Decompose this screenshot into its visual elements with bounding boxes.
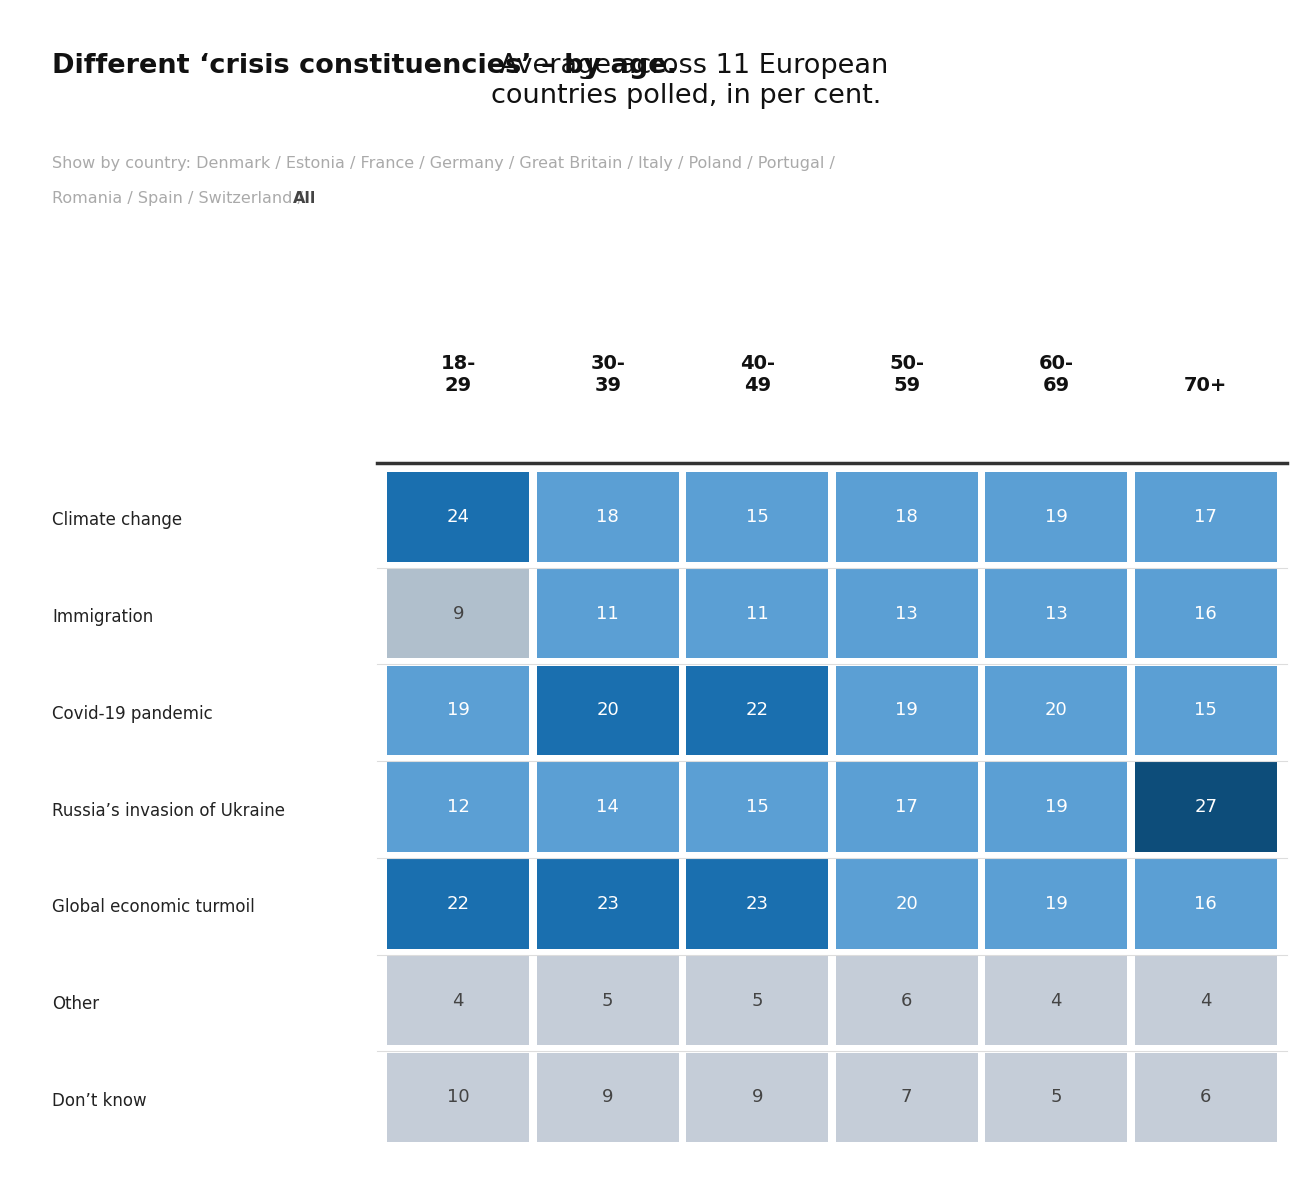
Text: 15: 15 bbox=[746, 507, 768, 526]
Text: 11: 11 bbox=[597, 604, 619, 623]
Text: 20: 20 bbox=[597, 701, 619, 720]
Text: 19: 19 bbox=[1045, 798, 1067, 817]
Text: 5: 5 bbox=[602, 991, 614, 1010]
Text: Russia’s invasion of Ukraine: Russia’s invasion of Ukraine bbox=[52, 801, 285, 820]
Text: 18: 18 bbox=[597, 507, 619, 526]
Text: 9: 9 bbox=[602, 1088, 614, 1107]
Text: 13: 13 bbox=[1045, 604, 1067, 623]
Text: 10: 10 bbox=[447, 1088, 469, 1107]
Text: 13: 13 bbox=[896, 604, 918, 623]
Text: 6: 6 bbox=[901, 991, 913, 1010]
Text: 19: 19 bbox=[1045, 507, 1067, 526]
Text: 22: 22 bbox=[447, 894, 469, 913]
Text: Global economic turmoil: Global economic turmoil bbox=[52, 898, 255, 917]
Text: 16: 16 bbox=[1195, 604, 1217, 623]
Text: 20: 20 bbox=[1045, 701, 1067, 720]
Text: 23: 23 bbox=[597, 894, 619, 913]
Text: Immigration: Immigration bbox=[52, 608, 153, 627]
Text: 19: 19 bbox=[896, 701, 918, 720]
Text: 27: 27 bbox=[1195, 798, 1217, 817]
Text: 15: 15 bbox=[746, 798, 768, 817]
Text: 30-
39: 30- 39 bbox=[590, 354, 625, 395]
Text: 9: 9 bbox=[452, 604, 464, 623]
Text: 20: 20 bbox=[896, 894, 918, 913]
Text: Average across 11 European
countries polled, in per cent.: Average across 11 European countries pol… bbox=[491, 53, 889, 109]
Text: 60-
69: 60- 69 bbox=[1039, 354, 1074, 395]
Text: 4: 4 bbox=[1200, 991, 1212, 1010]
Text: 15: 15 bbox=[1195, 701, 1217, 720]
Text: Different ‘crisis constituencies’ – by age.: Different ‘crisis constituencies’ – by a… bbox=[52, 53, 677, 79]
Text: Climate change: Climate change bbox=[52, 511, 182, 530]
Text: 19: 19 bbox=[1045, 894, 1067, 913]
Text: 14: 14 bbox=[597, 798, 619, 817]
Text: 23: 23 bbox=[746, 894, 768, 913]
Text: 24: 24 bbox=[447, 507, 469, 526]
Text: Show by country: Denmark / Estonia / France / Germany / Great Britain / Italy / : Show by country: Denmark / Estonia / Fra… bbox=[52, 156, 835, 171]
Text: 22: 22 bbox=[746, 701, 768, 720]
Text: 6: 6 bbox=[1200, 1088, 1212, 1107]
Text: 17: 17 bbox=[1195, 507, 1217, 526]
Text: 7: 7 bbox=[901, 1088, 913, 1107]
Text: 5: 5 bbox=[1050, 1088, 1062, 1107]
Text: 11: 11 bbox=[746, 604, 768, 623]
Text: Other: Other bbox=[52, 995, 99, 1014]
Text: 19: 19 bbox=[447, 701, 469, 720]
Text: All: All bbox=[292, 191, 316, 206]
Text: 16: 16 bbox=[1195, 894, 1217, 913]
Text: 12: 12 bbox=[447, 798, 469, 817]
Text: 4: 4 bbox=[452, 991, 464, 1010]
Text: 18-
29: 18- 29 bbox=[441, 354, 476, 395]
Text: Covid-19 pandemic: Covid-19 pandemic bbox=[52, 704, 213, 723]
Text: 70+: 70+ bbox=[1184, 376, 1227, 395]
Text: Romania / Spain / Switzerland /: Romania / Spain / Switzerland / bbox=[52, 191, 308, 206]
Text: Don’t know: Don’t know bbox=[52, 1092, 147, 1110]
Text: 50-
59: 50- 59 bbox=[889, 354, 924, 395]
Text: 4: 4 bbox=[1050, 991, 1062, 1010]
Text: 40-
49: 40- 49 bbox=[740, 354, 775, 395]
Text: 5: 5 bbox=[751, 991, 763, 1010]
Text: 17: 17 bbox=[896, 798, 918, 817]
Text: 18: 18 bbox=[896, 507, 918, 526]
Text: 9: 9 bbox=[751, 1088, 763, 1107]
